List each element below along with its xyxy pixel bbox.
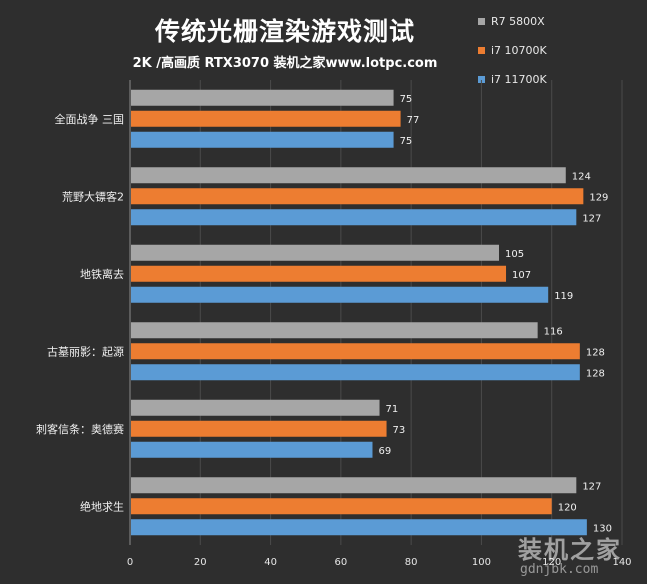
x-tick-label: 120: [542, 557, 561, 568]
legend-item-r7-5800x: R7 5800X: [478, 14, 547, 28]
data-label: 124: [572, 171, 591, 182]
data-label: 73: [393, 425, 406, 436]
legend-swatch: [478, 17, 485, 25]
bar: [131, 244, 499, 261]
x-tick-label: 0: [127, 557, 133, 568]
bar: [131, 420, 387, 437]
chart-subtitle: 2K /高画质 RTX3070 装机之家www.lotpc.com: [132, 56, 438, 71]
bar: [131, 209, 577, 226]
watermark-name: 装机之家: [518, 535, 622, 564]
bar: [131, 498, 552, 515]
data-label: 128: [586, 368, 605, 379]
bar: [131, 477, 577, 494]
data-label: 128: [586, 347, 605, 358]
data-label: 129: [589, 192, 608, 203]
bar: [131, 167, 566, 184]
category-label: 地铁离去: [80, 267, 124, 281]
data-label: 127: [582, 481, 601, 492]
x-tick-label: 80: [405, 557, 418, 568]
watermark-logo: 装机之家 gdnjbk.com: [478, 530, 647, 584]
data-label: 75: [400, 94, 413, 105]
bar: [131, 131, 394, 148]
bar: [131, 343, 580, 360]
data-label: 75: [400, 136, 413, 147]
data-label: 127: [582, 213, 601, 224]
bar: [131, 364, 580, 381]
data-label: 71: [386, 404, 399, 415]
legend-label: i7 10700K: [491, 43, 547, 57]
legend-item-i7-10700k: i7 10700K: [478, 43, 547, 57]
data-label: 120: [558, 502, 577, 513]
x-tick-label: 140: [612, 557, 631, 568]
legend: R7 5800X i7 10700K i7 11700K: [478, 14, 547, 101]
legend-swatch: [478, 75, 485, 83]
legend-swatch: [478, 46, 485, 54]
bar: [131, 188, 584, 205]
bar: [131, 519, 587, 536]
bar: [131, 110, 401, 127]
bar: [131, 322, 538, 339]
legend-item-i7-11700k: i7 11700K: [478, 72, 547, 86]
x-tick-label: 60: [334, 557, 347, 568]
category-label: 古墓丽影：起源: [47, 344, 124, 358]
chart-title: 传统光栅渲染游戏测试: [154, 17, 415, 46]
watermark-url: gdnjbk.com: [520, 562, 599, 577]
data-label: 119: [554, 291, 573, 302]
data-label: 105: [505, 249, 524, 260]
data-label: 77: [407, 115, 420, 126]
category-label: 绝地求生: [80, 499, 124, 513]
category-label: 全面战争 三国: [55, 112, 125, 126]
data-label: 69: [378, 446, 391, 457]
data-label: 107: [512, 270, 531, 281]
bar: [131, 89, 394, 106]
bar: [131, 441, 373, 458]
bar: [131, 399, 380, 416]
legend-label: i7 11700K: [491, 72, 547, 86]
legend-label: R7 5800X: [491, 14, 545, 28]
category-label: 荒野大镖客2: [62, 189, 124, 203]
category-label: 刺客信条：奥德赛: [36, 422, 124, 436]
x-tick-label: 20: [194, 557, 207, 568]
bar: [131, 265, 507, 282]
data-label: 116: [544, 326, 563, 337]
x-tick-label: 40: [264, 557, 277, 568]
data-label: 130: [593, 523, 612, 534]
x-tick-label: 100: [472, 557, 491, 568]
bar: [131, 286, 549, 303]
